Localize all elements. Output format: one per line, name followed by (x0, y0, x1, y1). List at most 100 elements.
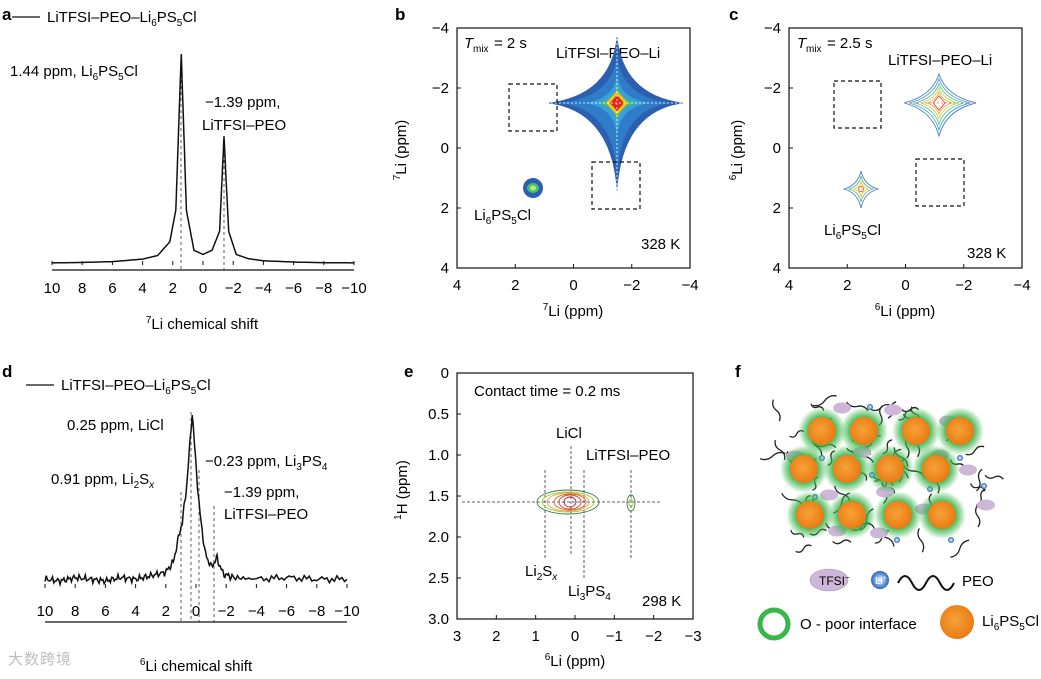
peo-chain (759, 451, 786, 461)
x-tick-label: 4 (131, 603, 139, 620)
peak-label-d3: −0.23 ppm, Li3PS4 (205, 453, 328, 473)
peak-label-e-li2sx: Li2Sx (525, 563, 558, 583)
y-tick-label: 0 (441, 365, 449, 382)
y-tick-label: 2.5 (428, 570, 449, 587)
title-e: Contact time = 0.2 ms (474, 383, 620, 400)
panel-label-b: b (395, 5, 405, 24)
axis-ticks-b: 4 2 0 −2 −4 −4 −2 0 2 4 (432, 20, 699, 294)
legend-particle: Li6PS5Cl (982, 613, 1039, 633)
peo-chain-icon (897, 575, 955, 591)
peo-chain (774, 439, 786, 460)
x-tick-label: −10 (334, 603, 359, 620)
peak-c-litfsi (903, 72, 977, 138)
y-tick-label: 4 (773, 260, 781, 277)
peak-b-litfsi (546, 34, 686, 193)
li6ps5cl-particle (796, 501, 824, 529)
li6ps5cl-particle (876, 455, 904, 483)
li-ion (948, 537, 954, 543)
temp-e: 298 K (642, 593, 681, 610)
li6ps5cl-particle (838, 501, 866, 529)
cross-peak-box-b1 (508, 83, 558, 132)
x-tick-label: −1 (606, 628, 623, 645)
interface-icon (757, 607, 791, 641)
particle-icon (940, 605, 974, 639)
peo-chain (950, 539, 970, 558)
title-c: T (797, 35, 808, 52)
y-tick-label: −2 (764, 80, 781, 97)
y-label-c: 6Li (ppm) (728, 120, 746, 181)
temp-b: 328 K (641, 236, 680, 253)
x-tick-label: −8 (308, 603, 325, 620)
panel-e: e Contact time = 0.2 ms LiCl LiTFSI–PEO … (393, 362, 702, 670)
peak-label-e-li3ps4: Li3PS4 (568, 583, 611, 603)
x-tick-label: 1 (531, 628, 539, 645)
y-tick-label: 2.0 (428, 529, 449, 546)
x-tick-label: 0 (569, 277, 577, 294)
peak-label-d4-line1: −1.39 ppm, (224, 484, 299, 501)
panel-f: f TFSI− Li+ PEO O - poor interface Li6PS… (735, 362, 1039, 641)
x-tick-label: 4 (138, 280, 146, 297)
x-tick-label: 2 (162, 603, 170, 620)
peo-chain (812, 395, 837, 407)
x-tick-label: −10 (341, 280, 366, 297)
legend-d: LiTFSI–PEO–Li6PS5Cl (61, 377, 211, 397)
x-tick-label: 0 (901, 277, 909, 294)
li6ps5cl-particle (928, 501, 956, 529)
peo-chain (984, 474, 1004, 480)
y-tick-label: −4 (432, 20, 449, 37)
peo-chain (772, 399, 781, 422)
li-ion-icon (871, 571, 889, 589)
li6ps5cl-particle (922, 455, 950, 483)
peak-label-b2: Li6PS5Cl (474, 207, 531, 227)
panel-label-c: c (729, 5, 738, 24)
panel-b: b T mix = 2 s LiTFSI–PEO–Li Li6PS5Cl 328… (392, 5, 699, 320)
li6ps5cl-particle (902, 417, 930, 445)
legend-li: Li+ (875, 575, 887, 587)
y-tick-label: 2 (773, 200, 781, 217)
peak-label-a1: 1.44 ppm, Li6PS5Cl (10, 63, 138, 83)
tfsi-ion (884, 404, 902, 416)
legend-f: TFSI− Li+ PEO O - poor interface Li6PS5C… (757, 568, 1039, 641)
cross-peak-box-c1 (833, 80, 882, 129)
panel-d: d LiTFSI–PEO–Li6PS5Cl 0.25 ppm, LiCl −0.… (2, 362, 360, 675)
peak-b-li6ps5cl (523, 178, 543, 198)
y-tick-label: 4 (441, 260, 449, 277)
x-tick-label: −2 (623, 277, 640, 294)
x-tick-label: −4 (1013, 277, 1030, 294)
schematic-network (759, 395, 1004, 558)
x-tick-label: 4 (785, 277, 793, 294)
title-c-value: = 2.5 s (827, 35, 872, 52)
x-label-b: 7Li (ppm) (543, 302, 604, 320)
tfsi-ion (959, 464, 977, 476)
x-label-d: 6Li chemical shift (140, 657, 253, 675)
y-tick-label: 1.0 (428, 447, 449, 464)
peo-chain (795, 544, 812, 553)
legend-interface: O - poor interface (800, 616, 917, 633)
watermark: 大数跨境 (8, 650, 73, 668)
spectrum-d (44, 415, 348, 588)
x-tick-label: −2 (218, 603, 235, 620)
li6ps5cl-particle (790, 455, 818, 483)
x-tick-label: 10 (37, 603, 54, 620)
x-tick-label: 3 (453, 628, 461, 645)
peak-label-d1: 0.25 ppm, LiCl (67, 417, 164, 434)
x-tick-label: −4 (248, 603, 265, 620)
peak-label-c1: LiTFSI–PEO–Li (888, 52, 992, 69)
x-label-e: 6Li (ppm) (545, 652, 606, 670)
peak-label-e-licl: LiCl (556, 425, 582, 442)
y-tick-label: −2 (432, 80, 449, 97)
x-tick-label: 10 (44, 280, 61, 297)
peak-label-a2-line2: LiTFSI–PEO (202, 117, 286, 134)
x-tick-label: −6 (278, 603, 295, 620)
title-c-sub: mix (806, 44, 822, 55)
peo-chain (917, 528, 925, 553)
peo-chain (976, 468, 983, 492)
y-tick-label: −4 (764, 20, 781, 37)
plot-frame-b (456, 27, 691, 269)
x-tick-label: 8 (78, 280, 86, 297)
panel-c: c T mix = 2.5 s LiTFSI–PEO–Li Li6PS5Cl 3… (728, 5, 1031, 320)
title-b: T (464, 35, 475, 52)
panel-label-a: a (2, 5, 12, 24)
peak-label-d2: 0.91 ppm, Li2Sx (51, 471, 155, 491)
cross-peak-box-b2 (591, 161, 641, 210)
